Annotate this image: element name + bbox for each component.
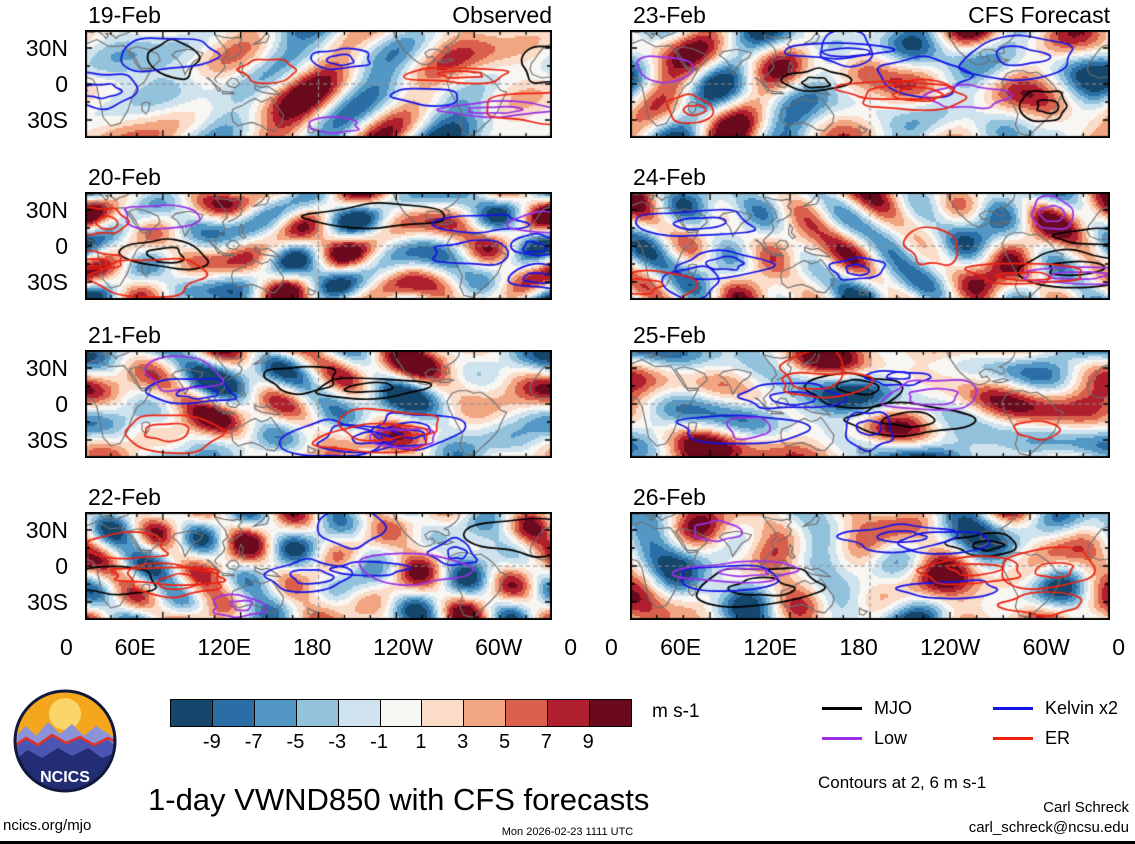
contour-note: Contours at 2, 6 m s-1: [818, 773, 987, 792]
x-tick-label: 0: [60, 634, 73, 660]
x-tick-label: 0: [1112, 634, 1125, 660]
x-tick-label: 60E: [114, 634, 156, 660]
colorbar-tick-label: 3: [457, 731, 469, 753]
logo-sun: [49, 698, 81, 730]
bottom-bar: [0, 841, 1135, 844]
panel-date: 26-Feb: [633, 484, 706, 510]
colorbar-tick-label: -3: [328, 731, 347, 753]
panel-date: 23-Feb: [633, 2, 706, 28]
y-tick-label: 30N: [25, 197, 68, 223]
kelvin-line: [993, 706, 1033, 710]
colorbar-tick-label: -5: [286, 731, 305, 753]
site-url[interactable]: ncics.org/mjo: [3, 817, 92, 834]
figure-title: 1-day VWND850 with CFS forecasts: [148, 782, 650, 817]
er-line: [993, 736, 1033, 740]
legend-kelvin: Kelvin x2: [993, 697, 1118, 719]
map-canvas-22-feb: [85, 512, 552, 620]
x-tick-label: 180: [292, 634, 332, 660]
colorbar-tick-label: 1: [415, 731, 427, 753]
legend-low: Low: [822, 727, 907, 749]
colorbar-tick-label: 9: [582, 731, 594, 753]
colorbar-segment: [296, 700, 339, 726]
map-canvas-23-feb: [630, 30, 1110, 138]
colorbar-tick-labels: -9 -7 -5 -3 -1 1 3 5 7 9: [170, 731, 630, 755]
colorbar-segment: [464, 700, 507, 726]
colorbar-tick-label: 5: [498, 731, 511, 753]
x-tick-label: 0: [564, 634, 577, 660]
y-tick-label: 30S: [27, 427, 68, 453]
x-axis-right: 0 60E 120E 180 120W 60W 0: [605, 634, 1125, 661]
legend-label: ER: [1045, 727, 1071, 748]
colorbar: [170, 699, 632, 727]
y-tick-label: 30N: [25, 517, 68, 543]
colorbar-tick-label: 7: [540, 731, 552, 753]
y-tick-label: 30S: [27, 589, 68, 615]
colorbar-segment: [254, 700, 297, 726]
y-tick-label: 0: [55, 233, 68, 259]
y-tick-label: 0: [55, 71, 68, 97]
x-tick-label: 0: [605, 634, 618, 660]
x-tick-label: 60W: [475, 634, 523, 660]
colorbar-tick-label: -1: [370, 731, 388, 753]
credit-email[interactable]: carl_schreck@ncsu.edu: [968, 819, 1129, 836]
colorbar-segment: [590, 700, 631, 726]
x-tick-label: 120E: [743, 634, 798, 660]
column-header-observed: Observed: [452, 2, 552, 28]
colorbar-segment: [422, 700, 465, 726]
y-tick-label: 30N: [25, 355, 68, 381]
colorbar-segment: [338, 700, 381, 726]
legend-label: Low: [874, 727, 908, 748]
x-tick-label: 180: [839, 634, 878, 660]
logo-red-line: [16, 733, 114, 748]
colorbar-segment: [506, 700, 549, 726]
map-canvas-24-feb: [630, 192, 1110, 300]
logo-ring: [13, 689, 117, 793]
y-tick-label: 30S: [27, 107, 68, 133]
colorbar-tick-label: -7: [244, 731, 263, 753]
panel-date: 19-Feb: [88, 2, 161, 28]
colorbar-segment: [548, 700, 591, 726]
x-tick-label: 120E: [197, 634, 252, 660]
x-tick-label: 60W: [1022, 634, 1070, 660]
panel-date: 22-Feb: [88, 484, 161, 510]
low-line: [822, 736, 862, 740]
x-axis-left: 0 60E 120E 180 120W 60W 0: [60, 634, 577, 661]
y-tick-label: 0: [55, 391, 68, 417]
legend-label: Kelvin x2: [1045, 697, 1119, 718]
y-tick-label: 30N: [25, 35, 68, 61]
legend-mjo: MJO: [822, 697, 912, 719]
mjo-line: [822, 706, 862, 710]
credit-name: Carl Schreck: [1043, 799, 1129, 816]
colorbar-segment: [212, 700, 255, 726]
map-canvas-25-feb: [630, 350, 1110, 458]
y-tick-label: 0: [55, 553, 68, 579]
colorbar-units-label: m s-1: [652, 701, 700, 722]
colorbar-segment: [171, 700, 213, 726]
x-tick-label: 60E: [660, 634, 702, 660]
legend-label: MJO: [874, 697, 912, 718]
map-canvas-20-feb: [85, 192, 552, 300]
x-tick-label: 120W: [920, 634, 981, 660]
ncics-logo: NCICS: [13, 689, 117, 793]
panel-date: 25-Feb: [633, 322, 706, 348]
colorbar-segment: [380, 700, 423, 726]
y-tick-label: 30S: [27, 269, 68, 295]
timestamp: Mon 2026-02-23 1111 UTC: [501, 826, 634, 838]
colorbar-tick-label: -9: [202, 731, 221, 753]
legend-er: ER: [993, 727, 1070, 749]
x-tick-label: 120W: [373, 634, 434, 660]
panel-date: 24-Feb: [633, 164, 706, 190]
map-canvas-26-feb: [630, 512, 1110, 620]
panel-date: 21-Feb: [88, 322, 161, 348]
panel-date: 20-Feb: [88, 164, 161, 190]
map-canvas-19-feb: [85, 30, 552, 138]
column-header-forecast: CFS Forecast: [968, 2, 1110, 28]
logo-text: NCICS: [40, 769, 90, 786]
map-canvas-21-feb: [85, 350, 552, 458]
